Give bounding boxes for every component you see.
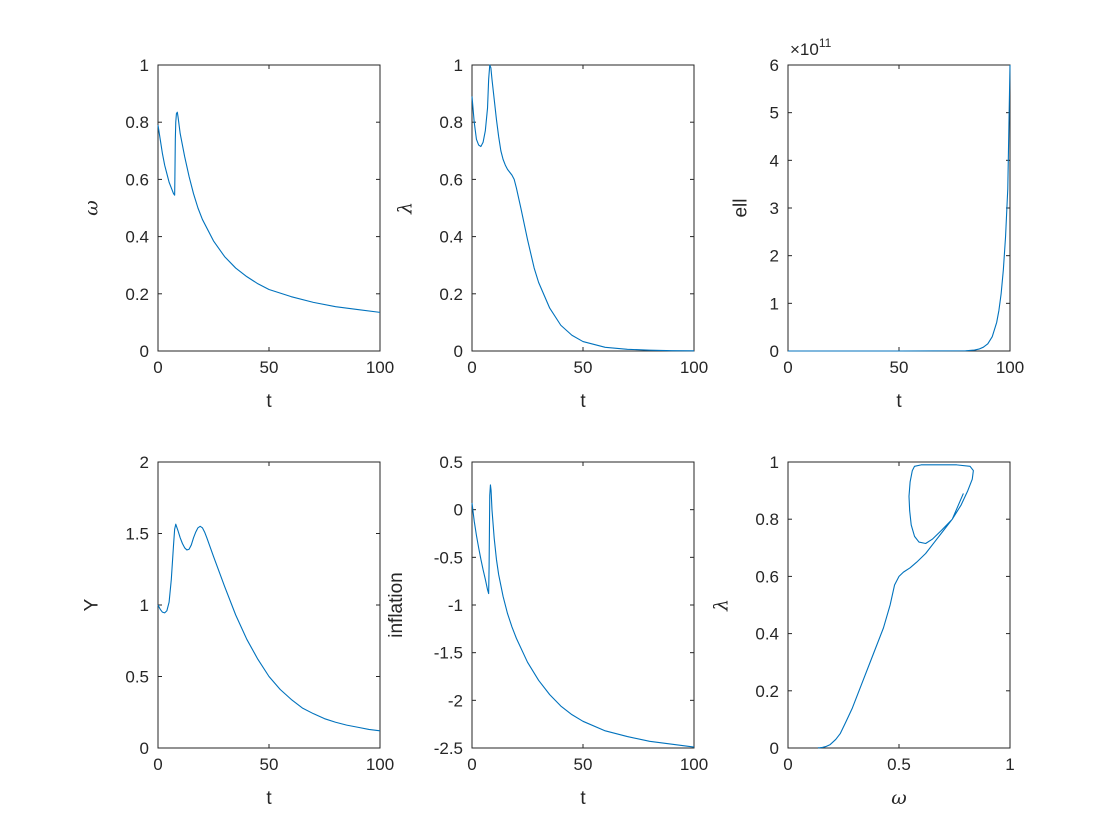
- x-axis-label: t: [896, 391, 902, 412]
- x-tick-label: 100: [366, 358, 394, 377]
- y-axis-label: ell: [731, 198, 752, 217]
- subplot-6: 0 0.5 1 0 0.2 0.4 0.6 0.8 1 ω λ: [711, 453, 1015, 809]
- x-tick-label: 0: [467, 358, 476, 377]
- y-tick-label: 0: [454, 501, 463, 520]
- series-line-inflation-vs-t: [471, 484, 695, 748]
- y-tick-label: 0: [770, 739, 779, 758]
- y-tick-label: -1.5: [434, 644, 463, 663]
- y-tick-label: 0.6: [125, 170, 149, 189]
- y-tick-label: 1: [770, 453, 779, 472]
- y-axis-label: Y: [82, 598, 103, 611]
- y-tick-label: 0.6: [439, 170, 463, 189]
- y-exponent-label: ×1011: [790, 36, 832, 59]
- y-tick-label: 1: [454, 56, 463, 75]
- x-tick-label: 50: [890, 358, 909, 377]
- y-tick-label: 1: [770, 294, 779, 313]
- y-tick-label: 0.5: [439, 453, 463, 472]
- x-tick-label: 0.5: [887, 755, 911, 774]
- series-line-ell-vs-t: [788, 64, 1011, 352]
- subplot-5: 0 50 100 -2.5 -2 -1.5 -1 -0.5 0 0.5 t inflation: [386, 453, 708, 809]
- series-line-lambda-vs-t: [471, 64, 695, 352]
- series-line-omega-vs-t: [157, 111, 381, 313]
- y-tick-label: 0: [140, 739, 149, 758]
- y-tick-label: -2.5: [434, 739, 463, 758]
- x-tick-label: 100: [680, 755, 708, 774]
- y-tick-label: 1: [140, 596, 149, 615]
- x-tick-label: 0: [153, 755, 162, 774]
- y-tick-label: 0.8: [439, 113, 463, 132]
- x-tick-label: 0: [467, 755, 476, 774]
- y-tick-label: 0.2: [125, 285, 149, 304]
- subplot-3: 0 50 100 0 1 2 3 4 5 6 ×1011 t ell: [731, 36, 1025, 412]
- y-tick-label: -1: [448, 596, 463, 615]
- y-tick-label: 0.2: [439, 285, 463, 304]
- y-axis-label: ω: [81, 200, 103, 216]
- x-tick-label: 1: [1005, 755, 1014, 774]
- x-tick-label: 0: [153, 358, 162, 377]
- y-axis-label: λ: [395, 202, 417, 215]
- y-tick-label: 0.2: [755, 682, 779, 701]
- subplot-4: 0 50 100 0 0.5 1 1.5 2 t Y: [82, 453, 395, 809]
- y-axis-label: inflation: [386, 572, 407, 638]
- x-tick-label: 0: [783, 755, 792, 774]
- x-axis-label: t: [580, 391, 586, 412]
- x-tick-label: 100: [680, 358, 708, 377]
- y-tick-label: 0.8: [125, 113, 149, 132]
- series-line-y-vs-t: [157, 523, 381, 732]
- y-tick-label: 6: [770, 56, 779, 75]
- y-exponent-base: ×10: [790, 40, 819, 59]
- y-tick-label: 3: [770, 199, 779, 218]
- y-tick-label: 0.4: [125, 228, 149, 247]
- y-axis-label: λ: [711, 599, 733, 612]
- y-tick-label: -2: [448, 691, 463, 710]
- y-tick-label: -0.5: [434, 548, 463, 567]
- y-tick-label: 2: [140, 453, 149, 472]
- y-tick-label: 0.5: [125, 668, 149, 687]
- y-tick-label: 0: [770, 342, 779, 361]
- x-tick-label: 100: [366, 755, 394, 774]
- y-tick-label: 0.4: [439, 228, 463, 247]
- subplot-1: 0 50 100 0 0.2 0.4 0.6 0.8 1 t ω: [81, 56, 395, 412]
- y-tick-label: 0: [454, 342, 463, 361]
- x-tick-label: 50: [260, 755, 279, 774]
- y-tick-label: 4: [770, 151, 779, 170]
- subplot-2: 0 50 100 0 0.2 0.4 0.6 0.8 1 t λ: [395, 56, 709, 412]
- y-tick-label: 1.5: [125, 525, 149, 544]
- x-axis-label: ω: [891, 787, 907, 809]
- x-tick-label: 50: [574, 358, 593, 377]
- y-tick-label: 5: [770, 104, 779, 123]
- y-exponent-power: 11: [819, 36, 832, 50]
- y-tick-label: 0.4: [755, 625, 779, 644]
- series-line-lambda-vs-omega: [817, 464, 974, 749]
- x-axis-label: t: [266, 391, 272, 412]
- y-tick-label: 2: [770, 247, 779, 266]
- x-tick-label: 0: [783, 358, 792, 377]
- y-tick-label: 0.8: [755, 510, 779, 529]
- x-tick-label: 100: [996, 358, 1024, 377]
- x-axis-label: t: [580, 788, 586, 809]
- y-tick-label: 0: [140, 342, 149, 361]
- x-tick-label: 50: [260, 358, 279, 377]
- y-tick-label: 1: [140, 56, 149, 75]
- x-axis-label: t: [266, 788, 272, 809]
- y-tick-label: 0.6: [755, 567, 779, 586]
- x-tick-label: 50: [574, 755, 593, 774]
